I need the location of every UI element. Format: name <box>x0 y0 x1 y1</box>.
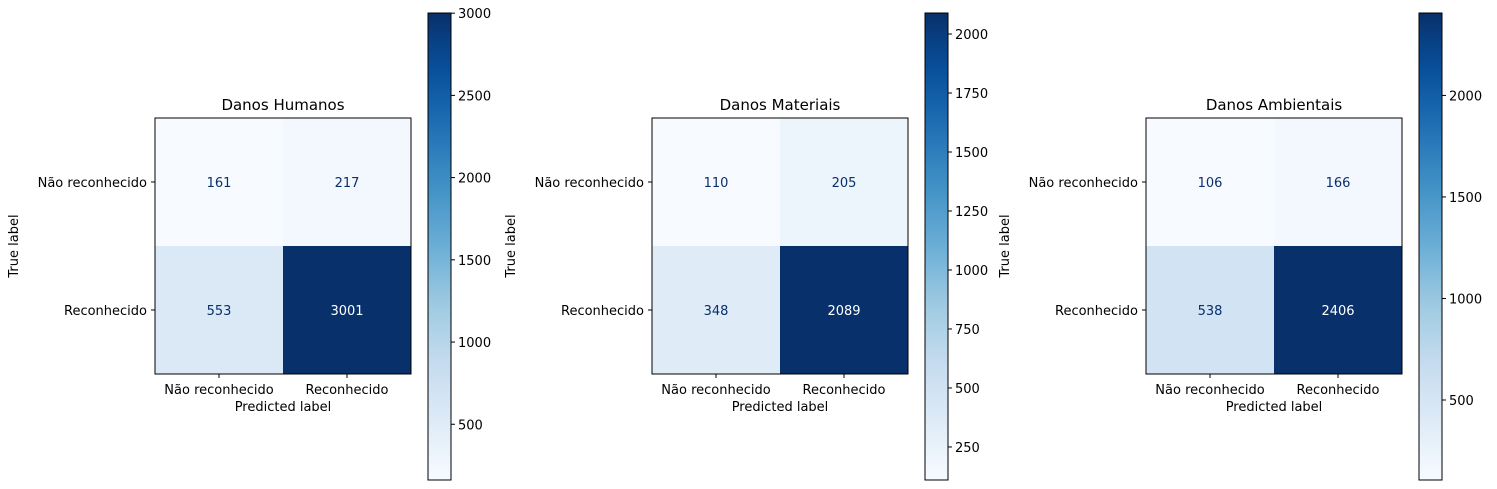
x-tick-label: Não reconhecido <box>164 383 273 398</box>
matrix-cell <box>780 118 908 246</box>
x-tick-label: Não reconhecido <box>1155 383 1264 398</box>
x-axis-label: Predicted label <box>235 400 332 415</box>
cell-value-label: 166 <box>1326 176 1351 191</box>
colorbar-tick-label: 1000 <box>458 336 491 351</box>
matrix-cell <box>283 118 411 246</box>
colorbar-tick-label: 1000 <box>955 264 988 279</box>
cell-value-label: 553 <box>207 304 232 319</box>
colorbar-tick-label: 1750 <box>955 87 988 102</box>
x-tick-label: Reconhecido <box>306 383 389 398</box>
colorbar-tick-label: 1000 <box>1449 292 1482 307</box>
colorbar-tick-label: 500 <box>458 418 483 433</box>
y-axis-label: True label <box>7 214 22 278</box>
cell-value-label: 348 <box>704 304 729 319</box>
cell-value-label: 205 <box>832 176 857 191</box>
matrix-cell <box>283 246 411 374</box>
cell-value-label: 2406 <box>1321 304 1354 319</box>
cell-value-label: 106 <box>1198 176 1223 191</box>
colorbar-tick-label: 500 <box>955 382 980 397</box>
colorbar <box>924 12 949 481</box>
colorbar-tick-label: 2500 <box>458 89 491 104</box>
colorbar-tick-label: 500 <box>1449 394 1474 409</box>
axes-frame <box>651 117 909 375</box>
y-tick-label: Não reconhecido <box>38 176 147 191</box>
confusion-matrix-3: 106 166 538 2406 Danos Ambientais Não reconhe… <box>998 12 1482 481</box>
y-tick-label: Não reconhecido <box>1029 176 1138 191</box>
x-axis-label: Predicted label <box>732 400 829 415</box>
matrix-cell <box>1274 118 1402 246</box>
colorbar-tick-label: 1250 <box>955 205 988 220</box>
cell-value-label: 110 <box>704 176 729 191</box>
y-tick-label: Reconhecido <box>561 304 644 319</box>
confusion-matrix-2: 110 205 348 2089 Danos Materiais Não reconhec… <box>504 12 988 481</box>
x-tick-label: Reconhecido <box>803 383 886 398</box>
cell-value-label: 3001 <box>330 304 363 319</box>
colorbar <box>1418 12 1443 481</box>
matrix-cell <box>652 246 780 374</box>
axes-frame <box>1145 117 1403 375</box>
colorbar-tick-label: 3000 <box>458 7 491 22</box>
matrix-cell <box>1146 246 1274 374</box>
y-tick-label: Não reconhecido <box>535 176 644 191</box>
colorbar-tick-label: 250 <box>955 441 980 456</box>
chart-title: Danos Ambientais <box>1206 96 1343 114</box>
axes-frame <box>154 117 412 375</box>
colorbar-tick-label: 1500 <box>955 146 988 161</box>
cell-value-label: 217 <box>335 176 360 191</box>
matrix-cell <box>1274 246 1402 374</box>
x-tick-label: Reconhecido <box>1297 383 1380 398</box>
x-axis-label: Predicted label <box>1226 400 1323 415</box>
confusion-matrix-1: 161 217 553 3001 Danos Humanos Não reconhecid… <box>7 7 491 481</box>
cell-value-label: 161 <box>207 176 232 191</box>
colorbar-tick-label: 1500 <box>458 254 491 269</box>
cell-value-label: 2089 <box>827 304 860 319</box>
x-tick-label: Não reconhecido <box>661 383 770 398</box>
colorbar-tick-label: 2000 <box>955 28 988 43</box>
colorbar-tick-label: 2000 <box>458 172 491 187</box>
colorbar-tick-label: 2000 <box>1449 89 1482 104</box>
colorbar <box>427 12 452 481</box>
y-tick-label: Reconhecido <box>64 304 147 319</box>
matrix-cell <box>155 246 283 374</box>
matrix-cell <box>652 118 780 246</box>
matrix-cell <box>780 246 908 374</box>
colorbar-tick-label: 1500 <box>1449 191 1482 206</box>
cell-value-label: 538 <box>1198 304 1223 319</box>
y-tick-label: Reconhecido <box>1055 304 1138 319</box>
y-axis-label: True label <box>504 214 519 278</box>
chart-title: Danos Materiais <box>720 96 841 114</box>
chart-title: Danos Humanos <box>221 96 344 114</box>
y-axis-label: True label <box>998 214 1013 278</box>
matrix-cell <box>1146 118 1274 246</box>
matrix-cell <box>155 118 283 246</box>
colorbar-tick-label: 750 <box>955 323 980 338</box>
